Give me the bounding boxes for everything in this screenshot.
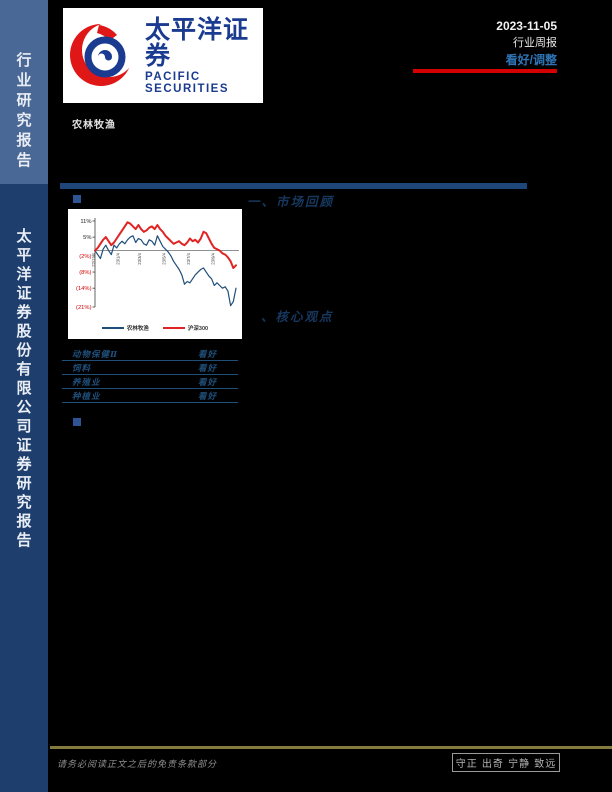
performance-chart-plot: 11% 5% (2%) (8%) (14%) (21%) 22/11/4 23/1/4 23/3… bbox=[76, 218, 239, 311]
svg-text:23/3/4: 23/3/4 bbox=[137, 252, 142, 264]
logo-name-en: PACIFIC SECURITIES bbox=[145, 70, 230, 95]
bullet-square-icon bbox=[73, 418, 81, 426]
logo-name-cn: 太平洋证券 bbox=[145, 14, 250, 70]
report-meta: 2023-11-05 行业周报 看好/调整 bbox=[413, 18, 557, 69]
sub-industry-name: 饲料 bbox=[72, 364, 92, 374]
industry-rating: 看好/调整 bbox=[505, 53, 557, 67]
legend-label-benchmark: 沪深300 bbox=[187, 326, 209, 332]
sidebar-company-label: 太平洋证券股份有限公司证券研究报告 bbox=[14, 228, 33, 551]
chart-legend: 农林牧渔 沪深300 bbox=[68, 324, 242, 332]
legend-line-red-icon bbox=[162, 327, 185, 329]
svg-text:23/1/4: 23/1/4 bbox=[115, 252, 120, 264]
performance-chart: 11% 5% (2%) (8%) (14%) (21%) 22/11/4 23/1/4 23/3… bbox=[68, 209, 242, 339]
sub-industry-ratings-table: 动物保健Ⅱ 看好 饲料 看好 养殖业 看好 种植业 看好 bbox=[62, 347, 238, 403]
sub-industry-rating: 看好 bbox=[198, 350, 218, 360]
section-title-core-views: 、核心观点 bbox=[261, 309, 334, 324]
svg-text:23/5/4: 23/5/4 bbox=[162, 252, 167, 264]
disclaimer-text: 请务必阅读正文之后的免责条款部分 bbox=[57, 760, 218, 770]
sub-industry-rating: 看好 bbox=[198, 378, 218, 388]
sub-industry-name: 养殖业 bbox=[72, 378, 101, 388]
svg-text:(8%): (8%) bbox=[79, 270, 91, 276]
svg-text:23/7/4: 23/7/4 bbox=[186, 252, 191, 264]
logo-text: 太平洋证券 PACIFIC SECURITIES bbox=[145, 14, 263, 95]
bullet-square-icon bbox=[73, 195, 81, 203]
pacific-securities-logo-icon bbox=[70, 22, 136, 86]
section-divider-bar bbox=[60, 183, 527, 189]
sub-industry-name: 动物保健Ⅱ bbox=[72, 350, 119, 360]
svg-text:22/11/4: 22/11/4 bbox=[91, 252, 96, 266]
svg-text:11%: 11% bbox=[80, 219, 91, 225]
svg-text:5%: 5% bbox=[83, 235, 91, 241]
logo-box: 太平洋证券 PACIFIC SECURITIES bbox=[63, 8, 263, 103]
company-motto: 守正 出奇 宁静 致远 bbox=[452, 753, 560, 772]
sidebar-top-band: 行业研究报告 bbox=[0, 0, 48, 184]
sub-industry-name: 种植业 bbox=[72, 392, 101, 402]
table-row: 种植业 看好 bbox=[62, 389, 238, 403]
legend-item-industry: 农林牧渔 bbox=[101, 324, 149, 332]
table-row: 饲料 看好 bbox=[62, 361, 238, 375]
sidebar-report-type-label: 行业研究报告 bbox=[14, 52, 33, 172]
svg-text:(14%): (14%) bbox=[76, 286, 92, 292]
footer-rule bbox=[50, 746, 612, 749]
industry-name: 农林牧渔 bbox=[72, 120, 116, 131]
legend-label-industry: 农林牧渔 bbox=[126, 326, 149, 332]
table-row: 动物保健Ⅱ 看好 bbox=[62, 347, 238, 361]
table-row: 养殖业 看好 bbox=[62, 375, 238, 389]
svg-text:23/9/4: 23/9/4 bbox=[210, 252, 215, 264]
legend-line-blue-icon bbox=[101, 327, 124, 329]
report-type: 行业周报 bbox=[513, 37, 557, 49]
sub-industry-rating: 看好 bbox=[198, 364, 218, 374]
legend-item-benchmark: 沪深300 bbox=[162, 324, 209, 332]
report-date: 2023-11-05 bbox=[496, 19, 557, 33]
svg-text:(21%): (21%) bbox=[76, 305, 92, 311]
section-title-market-review: 一、市场回顾 bbox=[247, 194, 335, 209]
sidebar-bottom-band: 太平洋证券股份有限公司证券研究报告 bbox=[0, 184, 48, 792]
red-accent-rule bbox=[413, 69, 557, 73]
sub-industry-rating: 看好 bbox=[198, 392, 218, 402]
svg-text:(2%): (2%) bbox=[79, 254, 91, 260]
